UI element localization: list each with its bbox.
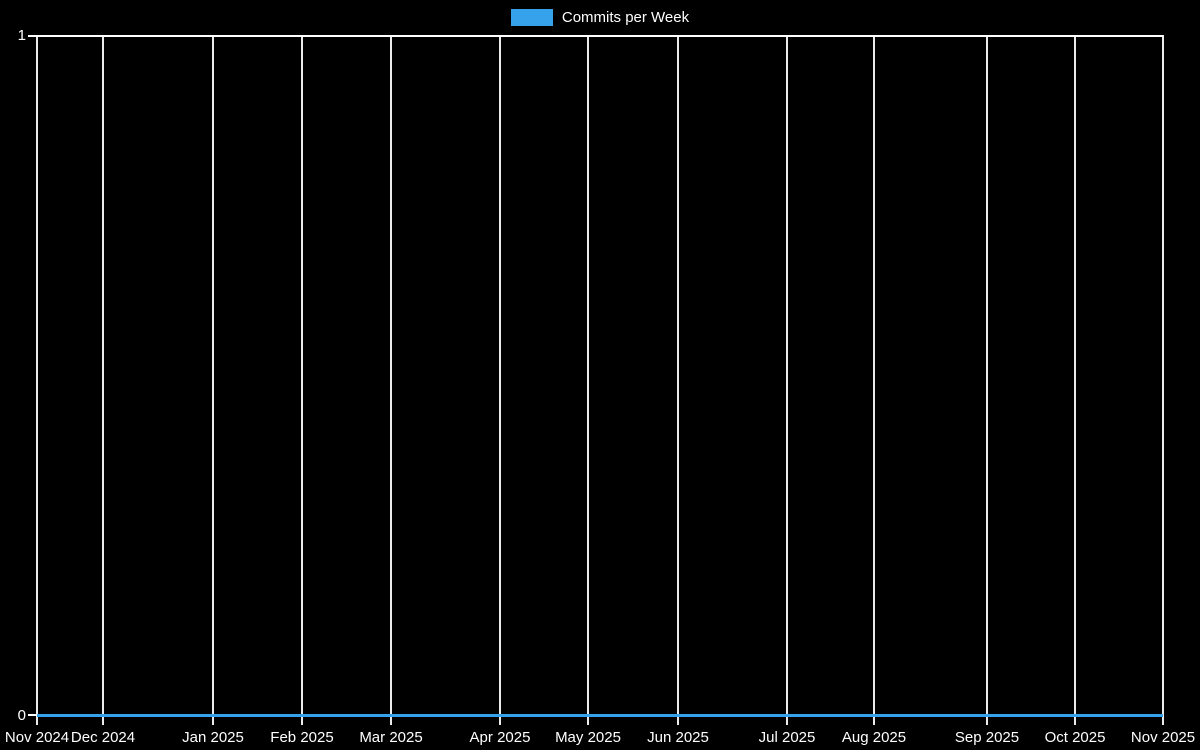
x-gridline-feb-2025	[301, 35, 303, 725]
x-tick-label-feb-2025: Feb 2025	[270, 729, 334, 746]
x-gridline-apr-2025	[499, 35, 501, 725]
x-tick-label-jul-2025: Jul 2025	[758, 729, 816, 746]
series-line-commits-per-week	[37, 714, 1163, 717]
y-tick-mark-0	[28, 714, 37, 716]
x-gridline-aug-2025	[873, 35, 875, 725]
x-gridline-may-2025	[587, 35, 589, 725]
legend-item-commits-per-week[interactable]: Commits per Week	[561, 9, 690, 26]
x-gridline-dec-2024	[102, 35, 104, 725]
x-tick-label-sep-2025: Sep 2025	[954, 729, 1020, 746]
x-tick-label-oct-2025: Oct 2025	[1044, 729, 1106, 746]
x-tick-label-apr-2025: Apr 2025	[469, 729, 531, 746]
y-tick-label-0: 0	[17, 707, 26, 724]
x-tick-label-aug-2025: Aug 2025	[841, 729, 907, 746]
x-tick-label-nov-2025: Nov 2025	[1130, 729, 1196, 746]
chart-legend: Commits per Week	[0, 9, 1200, 26]
x-gridline-nov-2025	[1162, 35, 1164, 725]
x-gridline-mar-2025	[390, 35, 392, 725]
x-gridline-jul-2025	[786, 35, 788, 725]
x-tick-label-dec-2024: Dec 2024	[70, 729, 136, 746]
x-tick-label-jun-2025: Jun 2025	[647, 729, 709, 746]
x-gridline-jun-2025	[677, 35, 679, 725]
legend-swatch[interactable]	[510, 9, 553, 26]
x-tick-label-mar-2025: Mar 2025	[359, 729, 423, 746]
x-gridline-oct-2025	[1074, 35, 1076, 725]
y-tick-label-1: 1	[17, 27, 26, 44]
x-tick-label-may-2025: May 2025	[555, 729, 621, 746]
y-gridline-top	[37, 35, 1163, 37]
x-gridline-nov-2024	[36, 35, 38, 725]
x-tick-label-nov-2024: Nov 2024	[4, 729, 70, 746]
x-gridline-jan-2025	[212, 35, 214, 725]
x-gridline-sep-2025	[986, 35, 988, 725]
x-tick-label-jan-2025: Jan 2025	[182, 729, 244, 746]
y-tick-mark-1	[28, 35, 37, 37]
